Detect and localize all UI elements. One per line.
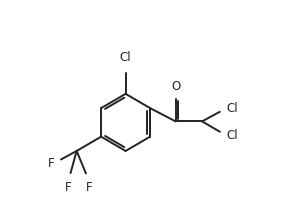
Text: O: O bbox=[171, 80, 180, 93]
Text: Cl: Cl bbox=[227, 129, 238, 142]
Text: F: F bbox=[86, 181, 92, 194]
Text: Cl: Cl bbox=[227, 102, 238, 115]
Text: Cl: Cl bbox=[120, 51, 131, 64]
Text: F: F bbox=[48, 157, 54, 170]
Text: F: F bbox=[65, 181, 72, 194]
